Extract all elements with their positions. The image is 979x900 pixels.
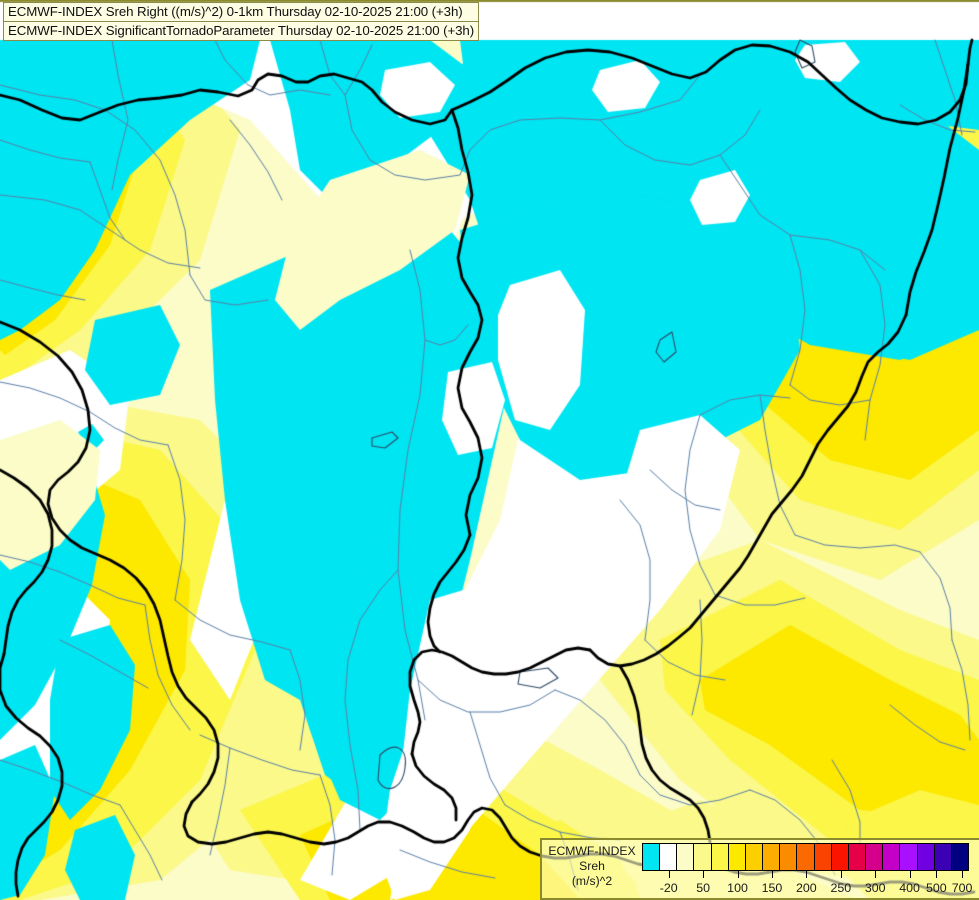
legend-swatch xyxy=(694,844,712,870)
legend-tick-label: 150 xyxy=(761,881,783,895)
legend-swatch xyxy=(763,844,781,870)
legend-tick-label: 100 xyxy=(727,881,748,895)
legend-swatch xyxy=(643,844,661,870)
legend-colorbar[interactable] xyxy=(642,843,969,871)
legend-tick-label: -20 xyxy=(659,881,678,895)
legend-tick-label: 250 xyxy=(830,881,852,895)
legend-tick-mark xyxy=(737,871,739,878)
legend-caption: ECMWF-INDEX Sreh (m/s)^2 xyxy=(542,840,642,889)
legend-tick-label: 200 xyxy=(796,881,817,895)
legend-swatch xyxy=(660,844,678,870)
legend-tick-mark xyxy=(875,871,877,878)
legend-tick-label: 500 xyxy=(925,881,947,895)
legend-tick-mark xyxy=(771,871,773,878)
legend-swatch xyxy=(745,844,764,870)
legend-tick-mark xyxy=(962,871,964,878)
legend-swatch xyxy=(848,844,867,870)
legend-swatch xyxy=(934,844,952,870)
legend-units-label: (m/s)^2 xyxy=(571,874,613,888)
legend-tick-mark xyxy=(909,871,911,878)
legend-swatch xyxy=(831,844,849,870)
legend-colorbar-ticks xyxy=(642,871,969,881)
legend-swatch xyxy=(711,844,729,870)
legend-swatch xyxy=(883,844,901,870)
legend-tick-mark xyxy=(936,871,938,878)
legend-swatch xyxy=(814,844,832,870)
legend-swatch xyxy=(900,844,918,870)
map-title-stack: ECMWF-INDEX Sreh Right ((m/s)^2) 0-1km T… xyxy=(3,2,480,41)
legend-colorbar-labels: -20 50 100 150 200 250 300 400 500 700 xyxy=(642,881,973,898)
map-title-primary: ECMWF-INDEX Sreh Right ((m/s)^2) 0-1km T… xyxy=(3,2,480,22)
legend-swatch xyxy=(866,844,884,870)
legend-panel: ECMWF-INDEX Sreh (m/s)^2 -20 50 100 150 200 2… xyxy=(540,838,979,900)
legend-tick-label: 400 xyxy=(899,881,920,895)
legend-model-label: ECMWF-INDEX xyxy=(548,844,636,858)
legend-tick-label: 50 xyxy=(696,881,710,895)
legend-scale: -20 50 100 150 200 250 300 400 500 700 xyxy=(642,840,979,898)
legend-swatch xyxy=(797,844,815,870)
map-title-secondary: ECMWF-INDEX SignificantTornadoParameter … xyxy=(3,21,480,41)
legend-swatch xyxy=(917,844,935,870)
legend-swatch xyxy=(728,844,746,870)
legend-swatch xyxy=(951,844,968,870)
legend-tick-mark xyxy=(668,871,670,878)
legend-swatch xyxy=(780,844,798,870)
legend-variable-label: Sreh xyxy=(579,859,605,873)
legend-swatch xyxy=(677,844,695,870)
legend-tick-label: 300 xyxy=(864,881,886,895)
legend-tick-label: 700 xyxy=(951,881,973,895)
legend-tick-mark xyxy=(806,871,808,878)
legend-tick-mark xyxy=(703,871,705,878)
legend-tick-mark xyxy=(840,871,842,878)
